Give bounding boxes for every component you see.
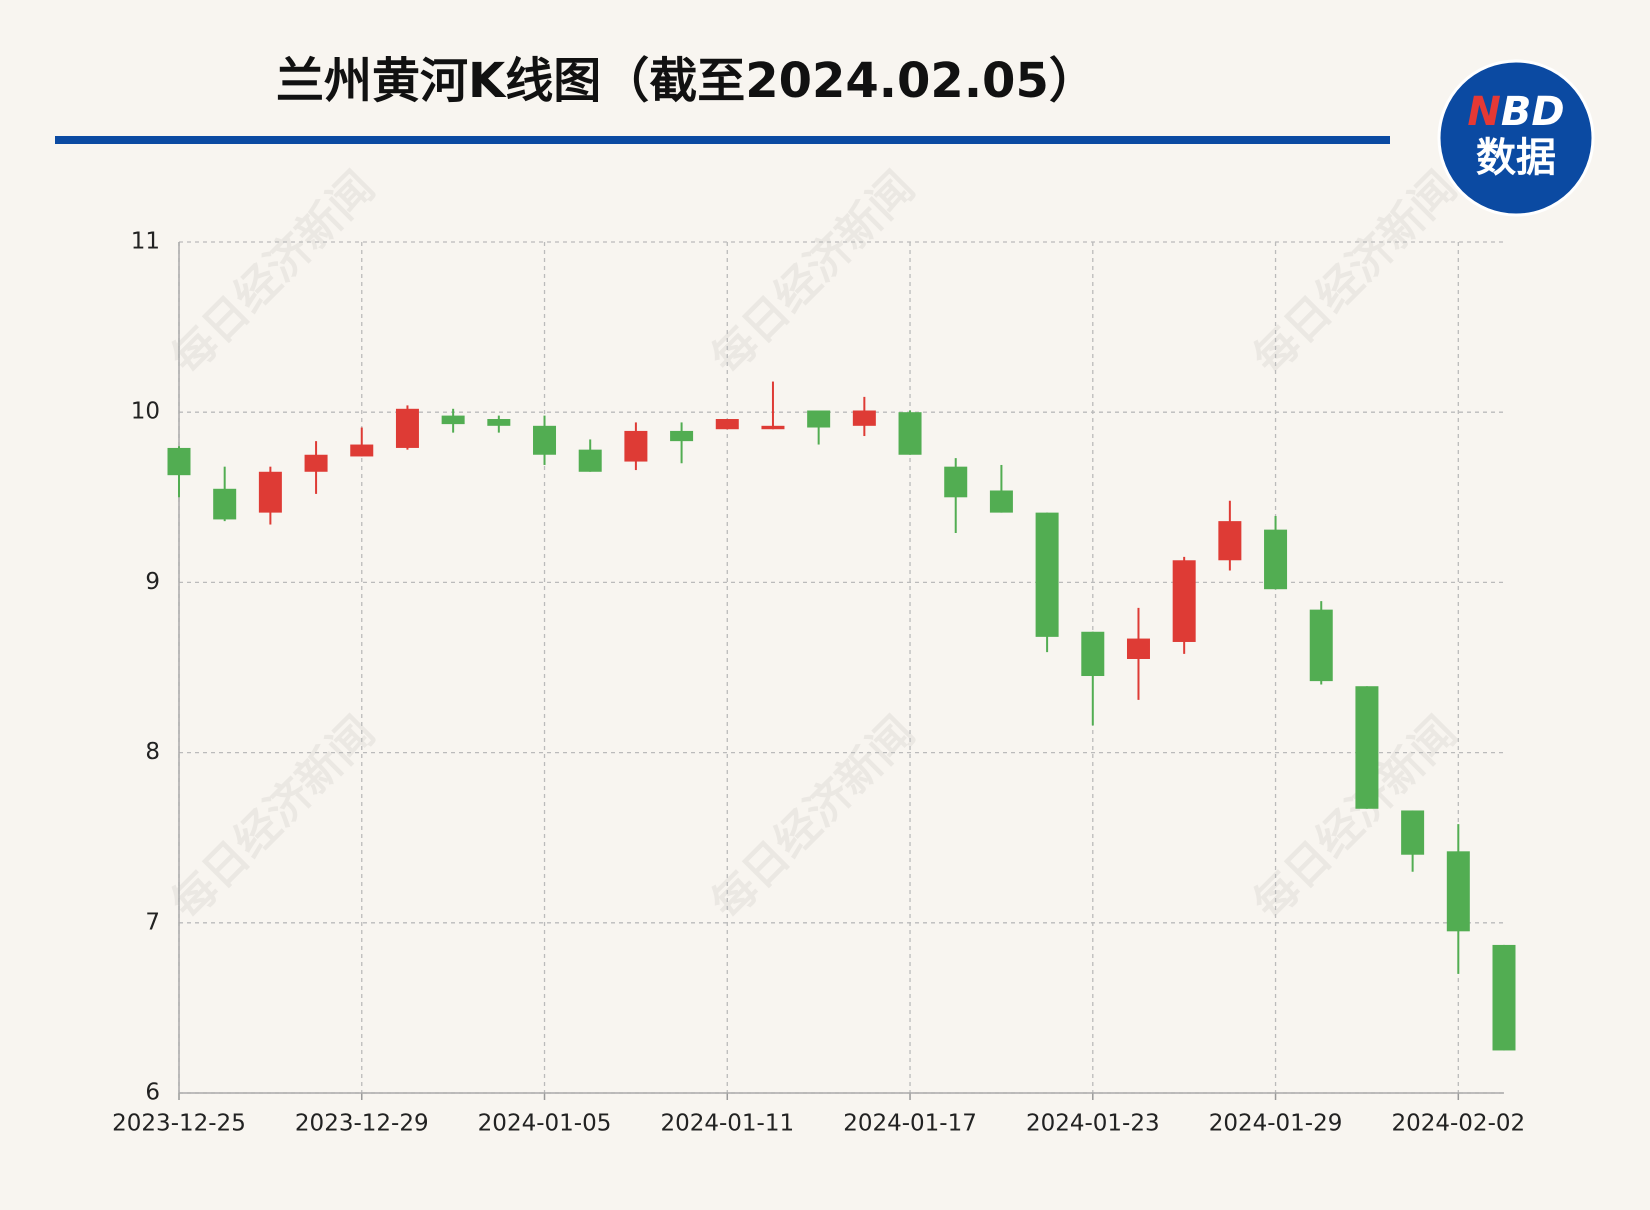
- candle-body: [395, 408, 419, 448]
- candle-body: [1126, 638, 1150, 659]
- candle-body: [989, 490, 1013, 513]
- candle-body: [533, 425, 557, 455]
- logo-n: N: [1467, 89, 1500, 135]
- y-tick-label: 9: [145, 569, 160, 595]
- candle-body: [624, 430, 648, 462]
- candle-body: [1264, 529, 1288, 590]
- y-tick-label: 11: [131, 229, 160, 255]
- logo-bd: BD: [1501, 89, 1565, 135]
- x-tick-label: 2023-12-29: [295, 1111, 429, 1137]
- x-tick-label: 2024-01-17: [843, 1111, 977, 1137]
- candle-body: [898, 412, 922, 455]
- candle-body: [1309, 609, 1333, 682]
- candle-body: [1355, 686, 1379, 809]
- candle-body: [258, 471, 282, 513]
- candle-body: [441, 415, 465, 425]
- candle-body: [807, 410, 831, 428]
- candle-body: [1172, 560, 1196, 642]
- logo-text: NBD: [1467, 89, 1564, 135]
- candle-body: [1081, 631, 1105, 677]
- candle-body: [213, 488, 237, 520]
- x-tick-label: 2024-02-02: [1391, 1111, 1525, 1137]
- x-tick-label: 2024-01-29: [1209, 1111, 1343, 1137]
- candle-body: [670, 430, 694, 442]
- candle-body: [1401, 810, 1425, 855]
- y-tick-label: 10: [131, 399, 160, 425]
- candle-body: [350, 444, 374, 457]
- candle-body: [715, 419, 739, 430]
- candle-body: [1446, 851, 1470, 932]
- x-tick-label: 2024-01-11: [660, 1111, 794, 1137]
- candle-body: [578, 449, 602, 472]
- candle-body: [761, 425, 785, 430]
- y-tick-label: 8: [145, 739, 160, 765]
- candle-body: [1492, 944, 1516, 1051]
- x-tick-label: 2024-01-05: [478, 1111, 612, 1137]
- logo-sub: 数据: [1476, 135, 1556, 181]
- candle-body: [1035, 512, 1059, 637]
- candle-body: [487, 419, 511, 426]
- candle-body: [944, 466, 968, 498]
- title-rule: [55, 136, 1390, 144]
- x-tick-label: 2023-12-25: [112, 1111, 246, 1137]
- candle-body: [1218, 521, 1242, 561]
- candle-body: [304, 454, 328, 472]
- y-tick-label: 6: [145, 1080, 160, 1106]
- candle-body: [167, 447, 191, 476]
- x-tick-label: 2024-01-23: [1026, 1111, 1160, 1137]
- logo-badge: [1437, 59, 1595, 217]
- chart-title: 兰州黄河K线图（截至2024.02.05）: [276, 53, 1097, 109]
- candle-body: [852, 410, 876, 426]
- y-tick-label: 7: [145, 909, 160, 935]
